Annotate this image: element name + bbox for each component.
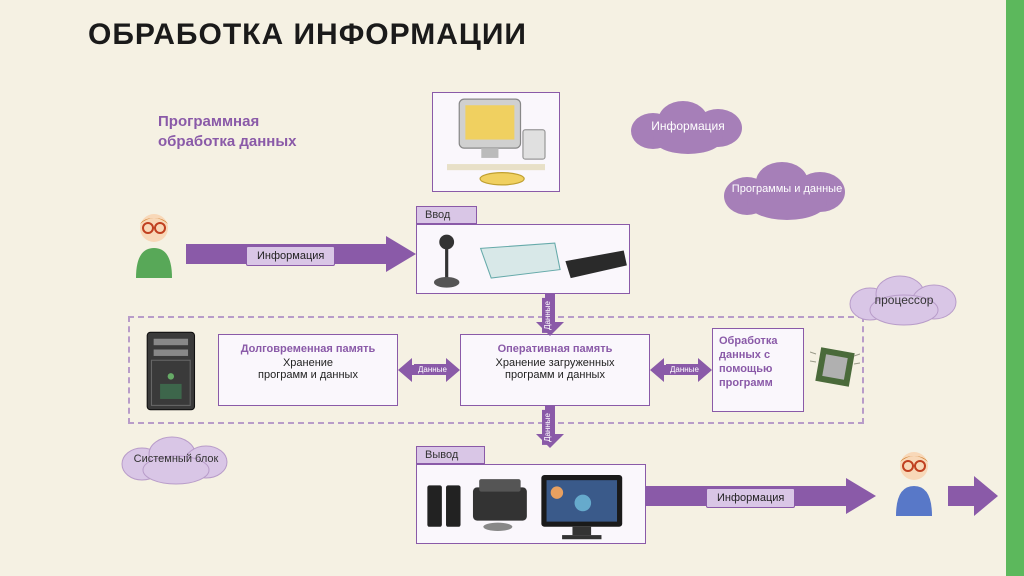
arrow-data-v1-label: Данные [542, 298, 553, 333]
cloud-programs-text: Программы и данные [732, 183, 842, 195]
output-header: Вывод [416, 446, 485, 464]
subtitle-line1: Программная [158, 113, 259, 130]
longterm-text2: программ и данных [225, 369, 391, 381]
person-left [124, 210, 184, 280]
arrow-info-left-label: Информация [246, 246, 335, 266]
cloud-info-top-label: Информация [618, 96, 758, 156]
page-title: ОБРАБОТКА ИНФОРМАЦИИ [88, 18, 527, 52]
arrow-far-right [948, 476, 998, 516]
processing-t2: помощью [719, 363, 797, 375]
system-unit [138, 328, 208, 414]
input-header: Ввод [416, 206, 477, 224]
cpu-chip [810, 334, 860, 404]
cloud-system-label: Системный блок [112, 432, 240, 488]
processing-t1: данных с [719, 349, 797, 361]
arrow-data-h2-label: Данные [666, 364, 703, 375]
computer-icon [433, 93, 559, 191]
subtitle-line2: обработка данных [158, 133, 297, 150]
cloud-processor-label: процессор [838, 272, 970, 328]
output-box [416, 464, 646, 544]
arrow-data-h1-label: Данные [414, 364, 451, 375]
person-right [884, 448, 944, 518]
arrow-info-right-label: Информация [706, 488, 795, 508]
processing-box: Обработка данных с помощью программ [712, 328, 804, 412]
input-box [416, 224, 630, 294]
ram-text1: Хранение загруженных [467, 357, 643, 369]
ram-title: Оперативная память [467, 343, 643, 355]
output-devices-icon [417, 465, 645, 543]
processing-t3: программ [719, 377, 797, 389]
longterm-title: Долговременная память [225, 343, 391, 355]
processing-title: Обработка [719, 335, 797, 347]
ram-text2: программ и данных [467, 369, 643, 381]
ram-box: Оперативная память Хранение загруженных … [460, 334, 650, 406]
computer-box [432, 92, 560, 192]
longterm-box: Долговременная память Хранение программ … [218, 334, 398, 406]
longterm-text1: Хранение [225, 357, 391, 369]
input-devices-icon [417, 225, 629, 293]
cloud-system-text: Системный блок [134, 453, 219, 465]
subtitle: Программная обработка данных [158, 112, 297, 151]
accent-bar [1006, 0, 1024, 576]
arrow-data-v2-label: Данные [542, 410, 553, 445]
tower-icon [138, 328, 208, 414]
cpu-icon [810, 334, 860, 404]
cloud-programs-label: Программы и данные [712, 158, 862, 222]
